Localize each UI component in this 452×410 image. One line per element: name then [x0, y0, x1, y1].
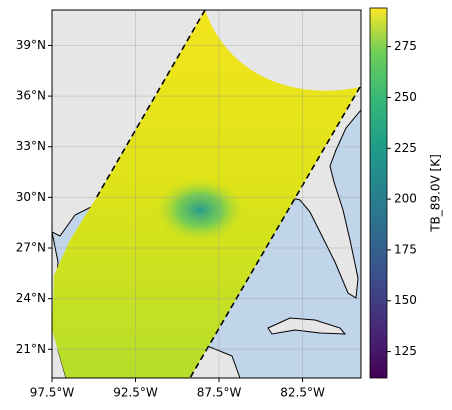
x-tick-label: 92.5°W — [113, 386, 158, 400]
x-tick-label: 97.5°W — [30, 386, 75, 400]
colorbar-tick-label: 125 — [394, 344, 417, 358]
swath-edge — [94, 10, 361, 378]
x-tick-label: 87.5°W — [197, 386, 242, 400]
colorbar-tick-label: 275 — [394, 39, 417, 53]
x-tick-label: 82.5°W — [280, 386, 325, 400]
map-frame — [51, 9, 362, 379]
y-tick-label: 24°N — [16, 291, 46, 305]
y-tick-label: 36°N — [16, 89, 46, 103]
map-area — [52, 10, 361, 378]
grid — [52, 10, 361, 378]
colorbar-tick-label: 150 — [394, 293, 417, 307]
colorbar-tick-label: 175 — [394, 242, 417, 256]
y-tick-label: 39°N — [16, 38, 46, 52]
y-tick-label: 27°N — [16, 241, 46, 255]
storm-feature — [155, 178, 245, 242]
colorbar-tick-label: 200 — [394, 192, 417, 206]
colorbar-tick-label: 225 — [394, 141, 417, 155]
colorbar-tick-label: 250 — [394, 90, 417, 104]
colorbar-label: TB_89.0V [K] — [429, 154, 443, 233]
y-tick-label: 21°N — [16, 342, 46, 356]
y-tick-label: 30°N — [16, 190, 46, 204]
colorbar — [369, 7, 388, 379]
y-tick-label: 33°N — [16, 139, 46, 153]
island — [267, 317, 347, 335]
